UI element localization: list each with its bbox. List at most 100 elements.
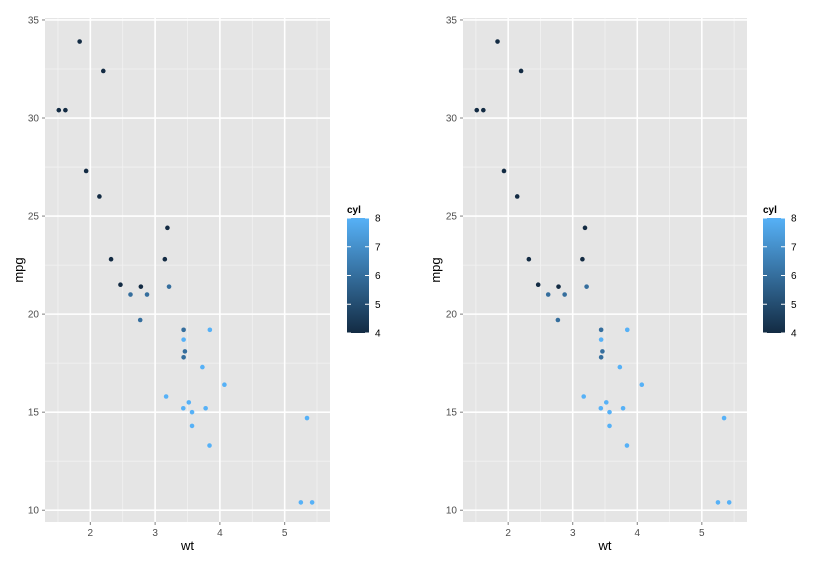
legend-tick-label: 8 — [791, 214, 797, 225]
y-axis-title-right: mpg — [428, 257, 443, 282]
data-point — [600, 349, 605, 354]
data-point — [598, 327, 604, 333]
data-point — [189, 423, 195, 429]
x-axis-title-right: wt — [598, 538, 612, 553]
y-tick-label: 20 — [446, 310, 458, 321]
colorbar-left — [347, 218, 369, 333]
data-point — [162, 256, 168, 262]
major-grid-right — [463, 18, 747, 522]
data-point — [138, 284, 144, 289]
data-point — [555, 317, 561, 323]
x-tick-labels-left: 2 3 4 5 — [88, 522, 288, 539]
data-point — [556, 284, 561, 289]
data-point — [495, 39, 500, 44]
legend-tick-label: 7 — [791, 242, 797, 253]
data-point — [581, 394, 586, 399]
data-point — [97, 194, 102, 199]
data-point — [56, 107, 62, 113]
x-tick-label: 2 — [505, 528, 511, 539]
y-tick-label: 25 — [446, 212, 458, 223]
y-tick-label: 35 — [28, 15, 40, 26]
data-point — [203, 405, 208, 411]
y-tick-label: 15 — [28, 408, 40, 419]
data-point — [128, 292, 133, 297]
colorbar-right — [763, 218, 785, 333]
y-tick-labels-right: 10 15 20 25 30 35 — [446, 15, 463, 517]
data-point — [181, 354, 186, 360]
data-point — [598, 405, 604, 411]
plot-left: 10 15 20 25 30 35 2 3 4 5 wt mpg cyl 4 5 6 7 8 — [11, 15, 381, 553]
data-point — [474, 107, 480, 113]
data-point — [598, 337, 604, 342]
data-point — [83, 168, 89, 174]
legend-left: cyl 4 5 6 7 8 — [347, 205, 381, 340]
y-tick-label: 20 — [28, 310, 40, 321]
y-tick-label: 10 — [446, 506, 458, 517]
data-point — [166, 284, 172, 289]
data-point — [584, 284, 589, 289]
x-tick-labels-right: 2 3 4 5 — [505, 522, 705, 539]
x-tick-label: 3 — [570, 528, 576, 539]
data-point — [624, 327, 630, 333]
y-tick-labels-left: 10 15 20 25 30 35 — [28, 15, 45, 517]
data-point — [639, 382, 645, 388]
points-left — [56, 39, 315, 505]
data-point — [580, 256, 585, 262]
data-point — [108, 256, 114, 262]
y-tick-label: 15 — [446, 408, 458, 419]
data-point — [222, 382, 227, 388]
data-point — [607, 409, 612, 415]
data-point — [189, 409, 195, 415]
data-point — [137, 317, 143, 323]
data-point — [501, 168, 507, 174]
legend-tick-label: 6 — [791, 271, 797, 282]
data-point — [77, 39, 82, 44]
legend-title-right: cyl — [763, 205, 777, 216]
legend-ticks-right: 4 5 6 7 8 — [763, 214, 797, 340]
data-point — [726, 500, 732, 505]
x-tick-label: 4 — [634, 528, 640, 539]
data-point — [545, 292, 551, 297]
y-tick-label: 30 — [446, 114, 458, 125]
data-point — [298, 500, 304, 505]
y-tick-label: 35 — [446, 15, 458, 26]
legend-tick-label: 7 — [375, 242, 381, 253]
data-point — [180, 405, 186, 411]
data-point — [624, 443, 630, 448]
data-point — [200, 364, 205, 370]
x-tick-label: 5 — [699, 528, 705, 539]
data-point — [181, 327, 186, 333]
legend-tick-label: 5 — [375, 300, 381, 311]
data-point — [721, 415, 727, 421]
y-axis-title-left: mpg — [11, 257, 26, 282]
data-point — [715, 500, 721, 505]
data-point — [304, 415, 310, 421]
data-point — [598, 354, 604, 360]
points-right — [474, 39, 732, 505]
legend-tick-label: 4 — [375, 329, 381, 340]
y-tick-label: 30 — [28, 114, 40, 125]
legend-tick-label: 5 — [791, 300, 797, 311]
legend-ticks-left: 4 5 6 7 8 — [347, 214, 381, 340]
data-point — [118, 282, 123, 288]
legend-right: cyl 4 5 6 7 8 — [763, 205, 797, 340]
data-point — [514, 194, 520, 199]
data-point — [607, 423, 612, 429]
data-point — [526, 256, 532, 262]
data-point — [617, 364, 623, 370]
data-point — [207, 327, 213, 333]
data-point — [535, 282, 541, 288]
x-tick-label: 3 — [152, 528, 158, 539]
legend-tick-label: 8 — [375, 214, 381, 225]
data-point — [620, 405, 626, 411]
legend-title-left: cyl — [347, 205, 361, 216]
data-point — [63, 107, 68, 113]
data-point — [518, 68, 524, 74]
data-point — [186, 400, 192, 405]
data-point — [562, 292, 567, 297]
y-tick-label: 25 — [28, 212, 40, 223]
data-point — [182, 349, 188, 354]
data-point — [481, 107, 486, 113]
data-point — [582, 225, 588, 231]
x-axis-title-left: wt — [180, 538, 194, 553]
